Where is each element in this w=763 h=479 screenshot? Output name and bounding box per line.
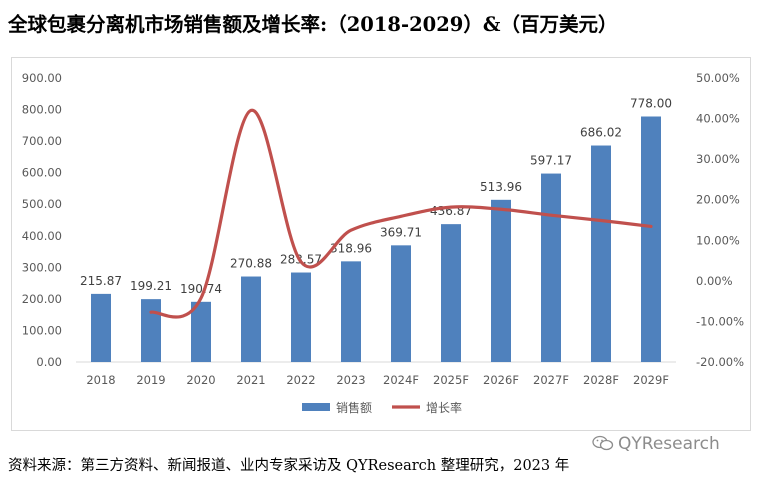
bar-data-label: 190.74 <box>180 282 222 296</box>
legend-label-sales: 销售额 <box>336 400 372 415</box>
bar <box>91 293 111 362</box>
watermark-text: QYResearch <box>618 434 720 454</box>
x-tick-label: 2024F <box>383 373 419 387</box>
watermark: QYResearch <box>592 434 720 454</box>
bar-data-label: 199.21 <box>130 279 172 293</box>
right-tick-label: 30.00% <box>696 152 740 166</box>
x-tick-label: 2029F <box>633 373 669 387</box>
chart-frame <box>11 57 751 431</box>
bar <box>491 199 511 362</box>
x-tick-label: 2018 <box>86 373 115 387</box>
bar-data-label: 369.71 <box>380 225 422 239</box>
right-tick-label: -20.00% <box>696 355 744 369</box>
bar <box>541 173 561 362</box>
left-tick-label: 400.00 <box>22 229 62 243</box>
right-axis-ticks: -20.00% -10.00% 0.00% 10.00% 20.00% 30.00% 40.… <box>696 71 744 369</box>
legend-swatch-sales <box>302 403 330 411</box>
bar-data-label: 778.00 <box>630 96 672 110</box>
bar-data-label: 686.02 <box>580 126 622 140</box>
page-title: 全球包裹分离机市场销售额及增长率:（2018-2029）&（百万美元） <box>8 13 618 36</box>
bar-data-label: 513.96 <box>480 180 522 194</box>
legend-label-growth: 增长率 <box>426 400 462 415</box>
x-tick-label: 2026F <box>483 373 519 387</box>
bar <box>191 301 211 362</box>
right-tick-label: 50.00% <box>696 71 740 85</box>
right-tick-label: 0.00% <box>696 274 733 288</box>
left-tick-label: 600.00 <box>22 166 62 180</box>
wechat-icon <box>592 435 614 451</box>
left-tick-label: 700.00 <box>22 134 62 148</box>
bar-data-label: 215.87 <box>80 274 122 288</box>
x-tick-label: 2022 <box>286 373 315 387</box>
bar-data-label: 597.17 <box>530 154 572 168</box>
left-tick-label: 100.00 <box>22 323 62 337</box>
source-note: 资料来源：第三方资料、新闻报道、业内专家采访及 QYResearch 整理研究，… <box>8 458 570 474</box>
x-tick-label: 2028F <box>583 373 619 387</box>
left-axis-ticks: 0.00 100.00 200.00 300.00 400.00 500.00 600.00… <box>22 71 62 369</box>
left-tick-label: 200.00 <box>22 292 62 306</box>
right-tick-label: 10.00% <box>696 233 740 247</box>
left-tick-label: 300.00 <box>22 260 62 274</box>
left-tick-label: 800.00 <box>22 103 62 117</box>
bar <box>141 299 161 362</box>
x-tick-label: 2019 <box>136 373 165 387</box>
x-tick-label: 2027F <box>533 373 569 387</box>
bar <box>441 224 461 362</box>
right-tick-label: -10.00% <box>696 314 744 328</box>
left-tick-label: 900.00 <box>22 71 62 85</box>
bar <box>291 272 311 362</box>
x-tick-label: 2021 <box>236 373 265 387</box>
x-tick-label: 2023 <box>336 373 365 387</box>
x-tick-label: 2020 <box>186 373 215 387</box>
legend: 销售额 增长率 <box>302 400 462 415</box>
bar <box>641 116 661 363</box>
x-axis-labels: 2018 2019 2020 2021 2022 2023 2024F 2025F 2026F 2… <box>86 373 669 387</box>
bar <box>591 145 611 362</box>
bar <box>241 276 261 362</box>
bar-data-label: 318.96 <box>330 241 372 255</box>
left-tick-label: 0.00 <box>36 355 62 369</box>
bar-data-label: 270.88 <box>230 257 272 271</box>
left-tick-label: 500.00 <box>22 197 62 211</box>
growth-rate-line <box>149 108 653 319</box>
bar-series <box>91 116 661 363</box>
bar <box>341 261 361 362</box>
bar <box>391 245 411 362</box>
right-tick-label: 20.00% <box>696 193 740 207</box>
right-tick-label: 40.00% <box>696 112 740 126</box>
x-tick-label: 2025F <box>433 373 469 387</box>
